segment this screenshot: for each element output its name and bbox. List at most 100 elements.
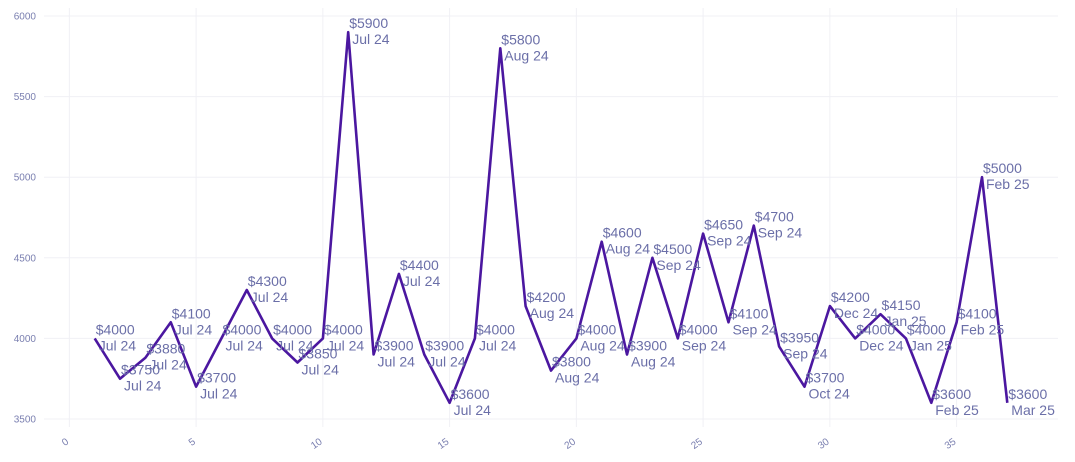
y-tick-label: 5000 xyxy=(14,173,37,184)
data-label-price: $4000 xyxy=(679,321,718,337)
x-tick-label: 0 xyxy=(60,436,71,448)
data-label: $4000 Jul 24 xyxy=(324,321,365,353)
data-label: $3600 Feb 25 xyxy=(932,386,979,418)
data-label-month: Jan 25 xyxy=(885,313,927,329)
data-label-month: Mar 25 xyxy=(1011,402,1055,418)
y-tick-label: 6000 xyxy=(14,12,37,23)
data-label-month: Jul 24 xyxy=(124,378,162,394)
data-label-month: Jan 25 xyxy=(910,337,952,353)
data-label-month: Oct 24 xyxy=(809,386,850,402)
x-tick-label: 25 xyxy=(689,436,705,452)
data-label-price: $3900 xyxy=(375,337,414,353)
y-tick-label: 4000 xyxy=(14,334,37,345)
data-label: $3600 Jul 24 xyxy=(451,386,492,418)
data-label-price: $4500 xyxy=(653,241,692,257)
data-label-price: $4300 xyxy=(248,273,287,289)
data-label-price: $4100 xyxy=(958,305,997,321)
data-label-price: $5000 xyxy=(983,160,1022,176)
data-label-month: Sep 24 xyxy=(656,257,701,273)
data-label-month: Jul 24 xyxy=(200,386,238,402)
data-label-price: $3600 xyxy=(451,386,490,402)
data-label-month: Jul 24 xyxy=(454,402,492,418)
data-label-price: $4700 xyxy=(755,209,794,225)
data-label-price: $4150 xyxy=(882,297,921,313)
data-label: $3900 Jul 24 xyxy=(375,337,416,369)
data-label-month: Sep 24 xyxy=(732,321,777,337)
data-label-month: Jul 24 xyxy=(251,289,289,305)
data-label: $4000 Jan 25 xyxy=(907,321,952,353)
data-label: $5900 Jul 24 xyxy=(349,15,390,47)
data-label-price: $5800 xyxy=(501,31,540,47)
data-label-price: $3850 xyxy=(299,346,338,362)
data-label-price: $5900 xyxy=(349,15,388,31)
data-label-month: Jul 24 xyxy=(327,337,365,353)
data-label-price: $3880 xyxy=(146,341,185,357)
data-label-month: Jul 24 xyxy=(302,362,340,378)
data-label: $4100 Feb 25 xyxy=(958,305,1005,337)
y-tick-label: 4500 xyxy=(14,253,37,264)
data-label: $4000 Jul 24 xyxy=(476,321,517,353)
data-label-price: $4200 xyxy=(831,289,870,305)
data-label: $5000 Feb 25 xyxy=(983,160,1030,192)
data-label-month: Sep 24 xyxy=(707,233,752,249)
data-label-price: $3600 xyxy=(1008,386,1047,402)
data-label: $4150 Jan 25 xyxy=(882,297,927,329)
data-label-price: $3900 xyxy=(425,337,464,353)
y-tick-label: 5500 xyxy=(14,92,37,103)
data-label-month: Dec 24 xyxy=(859,337,904,353)
data-label-month: Aug 24 xyxy=(631,353,676,369)
data-label-month: Jul 24 xyxy=(225,337,263,353)
data-label-price: $4400 xyxy=(400,257,439,273)
data-label-month: Sep 24 xyxy=(758,225,803,241)
data-label: $4400 Jul 24 xyxy=(400,257,441,289)
data-label: $4000 Dec 24 xyxy=(856,321,904,353)
data-label-month: Jul 24 xyxy=(403,273,441,289)
data-label: $3900 Jul 24 xyxy=(425,337,466,369)
data-label-month: Sep 24 xyxy=(682,337,727,353)
x-tick-label: 15 xyxy=(436,436,452,452)
data-label-month: Jul 24 xyxy=(175,321,213,337)
data-label-month: Aug 24 xyxy=(606,241,651,257)
data-label: $3750 Jul 24 xyxy=(121,362,162,394)
x-tick-label: 20 xyxy=(563,436,579,452)
data-label: $4200 Aug 24 xyxy=(527,289,575,321)
data-label: $4200 Dec 24 xyxy=(831,289,879,321)
data-label-price: $3800 xyxy=(552,354,591,370)
x-tick-label: 10 xyxy=(309,436,325,452)
data-label-month: Aug 24 xyxy=(504,47,549,63)
data-label: $4500 Sep 24 xyxy=(653,241,701,273)
data-label: $4600 Aug 24 xyxy=(603,225,651,257)
data-label: $4000 Jul 24 xyxy=(222,321,263,353)
data-label: $3600 Mar 25 xyxy=(1008,386,1055,418)
data-label-price: $4000 xyxy=(856,321,895,337)
data-label-month: Jul 24 xyxy=(352,31,390,47)
data-label: $3800 Aug 24 xyxy=(552,354,600,386)
y-tick-label: 3500 xyxy=(14,414,37,425)
data-label-price: $4000 xyxy=(907,321,946,337)
data-label-price: $4000 xyxy=(476,321,515,337)
data-label-price: $3750 xyxy=(121,362,160,378)
data-label-price: $4650 xyxy=(704,217,743,233)
data-label: $3700 Oct 24 xyxy=(806,370,850,402)
data-labels: $4000 Jul 24$3750 Jul 24$3880 Jul 24$4100 Ju… xyxy=(96,15,1055,418)
data-label-price: $4000 xyxy=(324,321,363,337)
data-label: $4100 Sep 24 xyxy=(729,305,777,337)
data-label-month: Aug 24 xyxy=(530,305,575,321)
data-label-price: $3950 xyxy=(780,329,819,345)
data-label: $3950 Sep 24 xyxy=(780,329,828,361)
grid xyxy=(44,8,1058,427)
data-label-price: $4000 xyxy=(577,321,616,337)
series-layer xyxy=(93,30,1009,405)
y-axis-ticks: 3500 4000 4500 5000 5500 6000 xyxy=(14,12,37,426)
data-label: $4000 Jul 24 xyxy=(96,321,137,353)
data-label: $3900 Aug 24 xyxy=(628,337,676,369)
data-label-month: Aug 24 xyxy=(555,370,600,386)
data-label-price: $3900 xyxy=(628,337,667,353)
data-label-price: $3600 xyxy=(932,386,971,402)
data-label-price: $3700 xyxy=(197,370,236,386)
data-label-price: $4200 xyxy=(527,289,566,305)
data-label-month: Feb 25 xyxy=(935,402,979,418)
data-label-price: $3700 xyxy=(806,370,845,386)
data-label-month: Jul 24 xyxy=(479,337,517,353)
